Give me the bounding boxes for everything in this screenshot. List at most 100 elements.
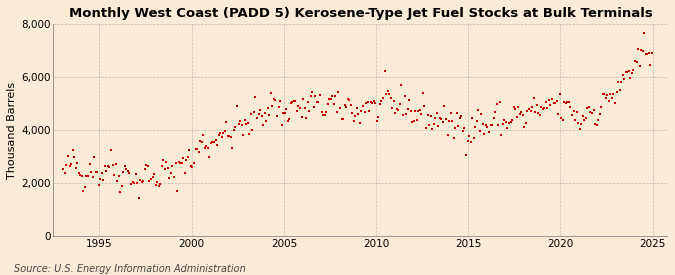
Point	[155, 182, 165, 186]
Point	[502, 126, 513, 130]
Point	[252, 116, 263, 120]
Point	[626, 71, 637, 75]
Point	[192, 147, 202, 152]
Point	[362, 100, 373, 104]
Point	[348, 119, 359, 123]
Point	[188, 161, 199, 165]
Point	[279, 111, 290, 116]
Point	[516, 110, 526, 115]
Point	[533, 111, 543, 115]
Point	[324, 97, 335, 101]
Point	[585, 110, 596, 114]
Point	[159, 167, 170, 172]
Point	[325, 97, 336, 101]
Point	[170, 161, 181, 166]
Point	[64, 164, 75, 168]
Point	[424, 122, 435, 127]
Point	[573, 121, 584, 125]
Point	[350, 114, 360, 118]
Point	[61, 163, 72, 167]
Point	[222, 134, 233, 138]
Point	[587, 111, 597, 116]
Point	[110, 162, 121, 166]
Point	[342, 97, 353, 101]
Point	[158, 158, 169, 162]
Point	[369, 99, 379, 103]
Point	[520, 121, 531, 126]
Point	[614, 88, 625, 92]
Point	[209, 139, 219, 144]
Point	[119, 164, 130, 169]
Point	[258, 123, 269, 127]
Point	[173, 160, 184, 164]
Point	[574, 127, 585, 131]
Point	[594, 112, 605, 116]
Point	[583, 104, 594, 109]
Point	[488, 116, 499, 120]
Point	[405, 109, 416, 114]
Point	[425, 114, 436, 118]
Point	[371, 119, 382, 124]
Point	[413, 109, 424, 113]
Point	[313, 100, 324, 104]
Point	[447, 119, 458, 123]
Point	[161, 160, 171, 164]
Point	[367, 101, 377, 105]
Point	[459, 126, 470, 130]
Point	[610, 101, 620, 105]
Point	[250, 94, 261, 99]
Point	[443, 119, 454, 123]
Point	[558, 118, 568, 122]
Point	[256, 114, 267, 118]
Point	[513, 105, 524, 109]
Point	[570, 118, 580, 122]
Point	[187, 165, 198, 169]
Point	[487, 123, 497, 127]
Point	[446, 111, 456, 115]
Point	[634, 64, 645, 68]
Point	[259, 111, 270, 116]
Point	[76, 174, 87, 178]
Point	[216, 135, 227, 139]
Point	[641, 52, 651, 56]
Point	[82, 174, 93, 178]
Point	[384, 91, 395, 96]
Point	[643, 51, 654, 55]
Point	[261, 119, 271, 123]
Point	[396, 83, 407, 87]
Point	[352, 106, 362, 110]
Point	[376, 99, 387, 103]
Point	[296, 115, 307, 120]
Point	[429, 122, 439, 126]
Point	[458, 129, 468, 134]
Point	[212, 143, 223, 148]
Point	[636, 47, 647, 52]
Point	[58, 166, 69, 171]
Point	[543, 98, 554, 103]
Point	[613, 79, 624, 84]
Point	[270, 98, 281, 102]
Point	[224, 133, 235, 138]
Point	[207, 140, 218, 144]
Point	[470, 125, 481, 130]
Point	[103, 164, 113, 168]
Point	[267, 104, 277, 108]
Point	[630, 59, 641, 63]
Point	[233, 122, 244, 127]
Point	[479, 132, 490, 136]
Point	[393, 108, 404, 112]
Point	[236, 122, 247, 127]
Point	[92, 170, 103, 174]
Point	[382, 88, 393, 93]
Point	[227, 146, 238, 150]
Point	[341, 105, 352, 110]
Point	[375, 102, 385, 106]
Point	[460, 152, 471, 157]
Point	[501, 120, 512, 125]
Point	[568, 109, 579, 113]
Point	[421, 126, 431, 130]
Point	[123, 169, 134, 173]
Point	[335, 106, 346, 110]
Point	[164, 176, 175, 180]
Point	[135, 178, 146, 182]
